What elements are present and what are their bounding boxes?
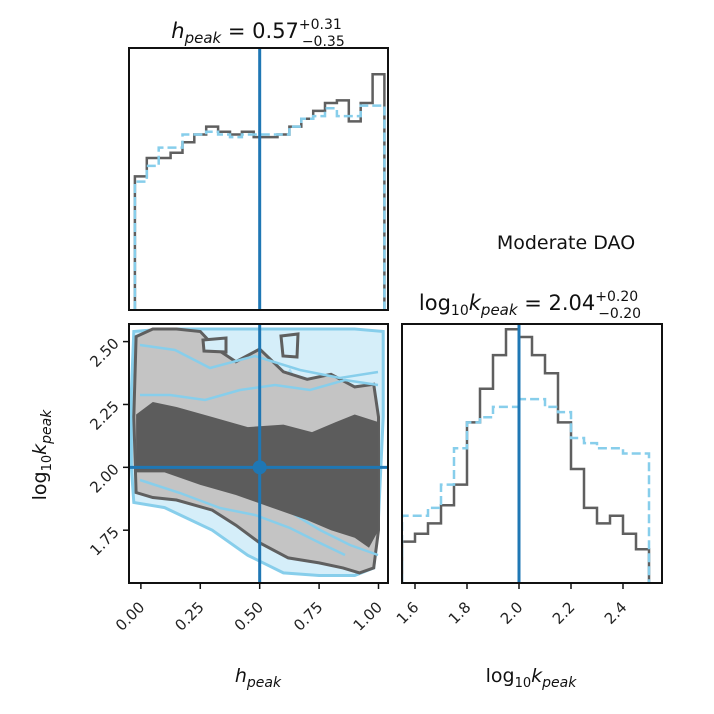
joint-y-label: log10kpeak — [29, 409, 55, 501]
joint-x-tick-label: 0.50 — [231, 598, 267, 634]
kpeak-x-tick-label: 2.4 — [601, 598, 631, 628]
kpeak-x-tick-label: 2.0 — [497, 598, 527, 628]
joint-y-tick-label: 2.25 — [86, 397, 122, 433]
joint-x-tick-label: 0.25 — [171, 598, 207, 634]
joint-x-tick-label: 1.00 — [350, 598, 386, 634]
panel-joint: 0.00 0.25 0.50 0.75 1.00 1.75 2.00 2.25 2.50 hp… — [29, 323, 389, 691]
kpeak-title: log10kpeak = 2.04+0.20 −0.20 — [419, 289, 641, 322]
joint-x-tick-label: 0.00 — [112, 598, 148, 634]
joint-x-label: hpeak — [235, 665, 282, 691]
joint-y-tick-label: 1.75 — [86, 523, 122, 559]
contour-dark-inner — [136, 402, 379, 548]
panel-hpeak-hist: hpeak = 0.57+0.31 −0.35 — [128, 17, 389, 311]
joint-truth-point — [252, 460, 267, 475]
kpeak-x-tick-label: 2.2 — [549, 598, 579, 628]
kpeak-x-ticks: 1.6 1.8 2.0 2.2 2.4 — [393, 583, 631, 628]
contour-dark-hole — [201, 336, 228, 354]
joint-y-tick-label: 2.00 — [86, 460, 122, 496]
hpeak-title: hpeak = 0.57+0.31 −0.35 — [171, 17, 344, 50]
annotation-moderate-dao: Moderate DAO — [497, 232, 635, 254]
joint-y-tick-label: 2.50 — [86, 335, 122, 371]
contour-light-inner — [139, 343, 379, 557]
joint-x-ticks: 0.00 0.25 0.50 0.75 1.00 — [112, 583, 386, 635]
joint-y-ticks: 1.75 2.00 2.25 2.50 — [86, 335, 129, 559]
kpeak-x-label: log10kpeak — [486, 665, 578, 691]
hpeak-hist-frame — [128, 47, 389, 311]
kpeak-hist-frame — [401, 323, 663, 584]
panel-kpeak-hist: Moderate DAO 1.6 1.8 2.0 2.2 2.4 log10kpeak … — [393, 232, 663, 691]
contour-dark-hole — [279, 332, 300, 359]
hpeak-hist-light-step — [133, 104, 386, 310]
kpeak-hist-light-step — [402, 397, 651, 583]
joint-x-tick-label: 0.75 — [290, 598, 326, 634]
joint-frame — [128, 323, 389, 584]
kpeak-hist-dark-step — [402, 327, 651, 583]
kpeak-x-tick-label: 1.8 — [445, 598, 475, 628]
kpeak-x-tick-label: 1.6 — [393, 598, 423, 628]
